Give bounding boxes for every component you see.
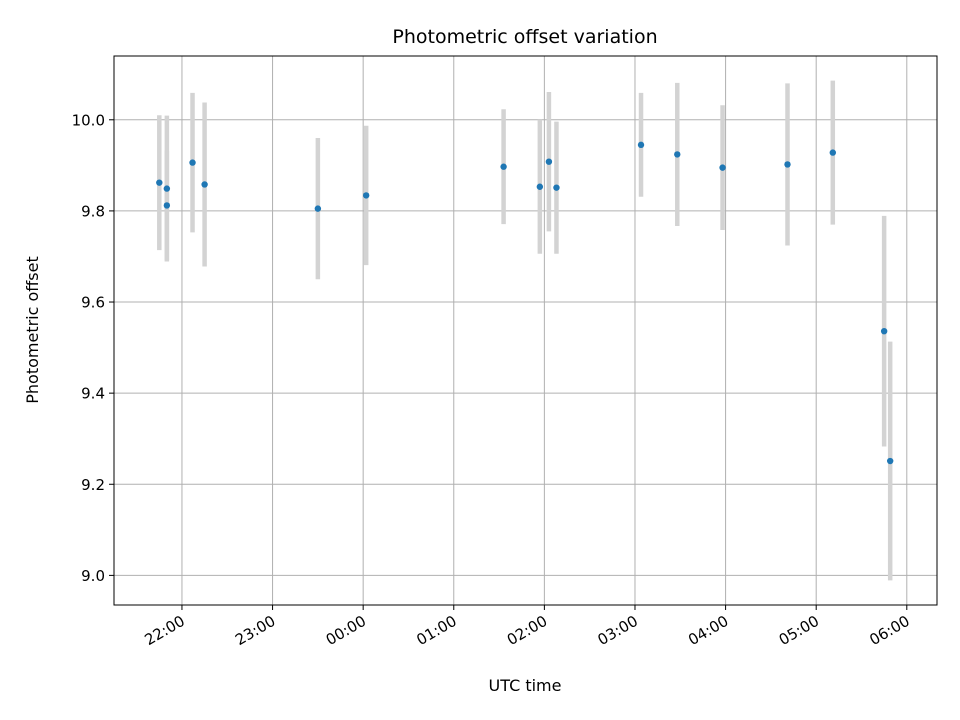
data-point xyxy=(362,192,370,199)
data-point xyxy=(156,179,163,186)
data-point xyxy=(674,151,681,158)
data-point xyxy=(784,161,791,168)
y-axis-label: Photometric offset xyxy=(23,256,42,404)
data-point xyxy=(545,158,553,165)
x-axis-label: UTC time xyxy=(489,676,562,695)
grid-lines xyxy=(114,56,937,605)
data-point xyxy=(553,184,560,191)
y-tick-label: 9.0 xyxy=(81,567,105,585)
y-tick-label: 10.0 xyxy=(72,111,105,129)
y-tick-label: 9.8 xyxy=(81,202,105,220)
data-point xyxy=(189,159,196,166)
data-points xyxy=(156,141,894,465)
data-point xyxy=(500,163,507,170)
data-point xyxy=(719,164,726,171)
data-point xyxy=(829,149,837,156)
data-point xyxy=(536,183,544,190)
data-point xyxy=(163,202,171,209)
data-point xyxy=(880,327,888,335)
y-tick-label: 9.2 xyxy=(81,476,105,494)
data-point xyxy=(201,181,208,188)
data-point xyxy=(886,457,894,465)
data-point xyxy=(163,185,171,192)
chart-title: Photometric offset variation xyxy=(392,26,657,48)
y-tick-label: 9.6 xyxy=(81,294,105,312)
data-point xyxy=(637,141,645,149)
plot-frame xyxy=(113,55,938,606)
y-axis-ticks: 9.0 9.2 9.4 9.6 9.8 10.0 xyxy=(72,111,114,585)
y-tick-label: 9.4 xyxy=(81,385,105,403)
data-point xyxy=(314,205,322,212)
